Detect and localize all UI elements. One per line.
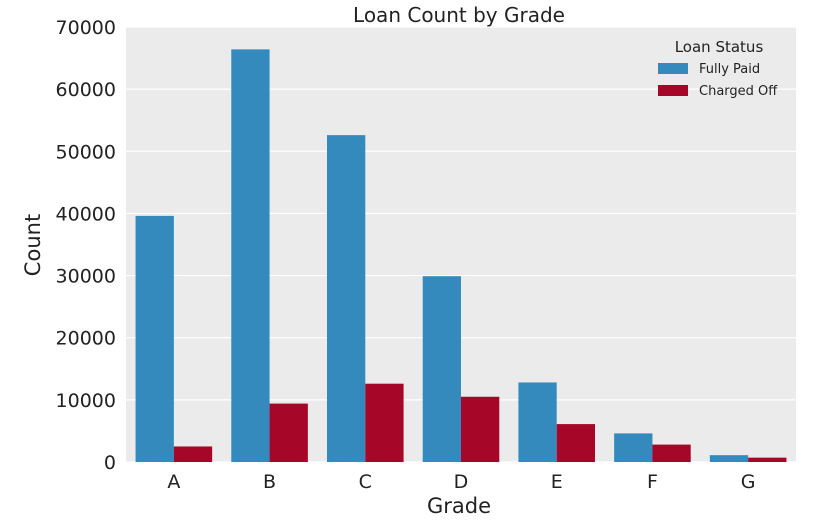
bar-c-fully-paid bbox=[327, 135, 366, 462]
bar-a-charged-off bbox=[173, 446, 213, 462]
bar-e-fully-paid bbox=[518, 382, 557, 462]
y-tick-label: 20000 bbox=[56, 328, 116, 350]
legend-label-charged-off: Charged Off bbox=[699, 84, 778, 99]
legend-swatch-fully-paid bbox=[658, 63, 688, 74]
x-tick-label: F bbox=[647, 471, 658, 493]
bar-b-fully-paid bbox=[231, 49, 270, 462]
legend-swatch-charged-off bbox=[658, 85, 688, 96]
legend-label-fully-paid: Fully Paid bbox=[699, 62, 760, 77]
bar-g-fully-paid bbox=[709, 455, 749, 462]
x-tick-label: G bbox=[741, 471, 756, 493]
y-tick-label: 0 bbox=[104, 452, 116, 474]
bar-d-charged-off bbox=[461, 396, 500, 462]
x-tick-label: C bbox=[359, 471, 372, 493]
legend-title: Loan Status bbox=[675, 38, 764, 56]
x-tick-label: E bbox=[551, 471, 563, 493]
legend: Loan Status Fully Paid Charged Off bbox=[658, 38, 778, 99]
y-tick-label: 10000 bbox=[56, 390, 116, 412]
bar-g-charged-off bbox=[748, 457, 787, 462]
bar-a-fully-paid bbox=[135, 215, 174, 462]
x-tick-label: A bbox=[167, 471, 180, 493]
chart-title: Loan Count by Grade bbox=[353, 3, 565, 27]
x-axis-label: Grade bbox=[427, 494, 491, 518]
bar-c-charged-off bbox=[365, 383, 404, 462]
x-tick-label: B bbox=[263, 471, 276, 493]
x-axis-ticks: A B C D E F G bbox=[167, 471, 755, 493]
bar-b-charged-off bbox=[269, 403, 308, 462]
legend-item-fully-paid: Fully Paid bbox=[658, 62, 760, 77]
y-tick-label: 30000 bbox=[56, 266, 116, 288]
bars bbox=[135, 49, 787, 462]
bar-e-charged-off bbox=[556, 424, 595, 462]
bar-f-fully-paid bbox=[614, 433, 653, 462]
y-axis-label: Count bbox=[21, 214, 45, 276]
y-tick-label: 70000 bbox=[56, 17, 116, 39]
y-tick-label: 60000 bbox=[56, 79, 116, 101]
bar-d-fully-paid bbox=[422, 276, 461, 462]
bar-f-charged-off bbox=[652, 444, 691, 462]
legend-item-charged-off: Charged Off bbox=[658, 84, 778, 99]
y-tick-label: 40000 bbox=[56, 203, 116, 225]
x-tick-label: D bbox=[454, 471, 469, 493]
y-axis-ticks: 0 10000 20000 30000 40000 50000 60000 70000 bbox=[56, 17, 116, 474]
y-tick-label: 50000 bbox=[56, 141, 116, 163]
